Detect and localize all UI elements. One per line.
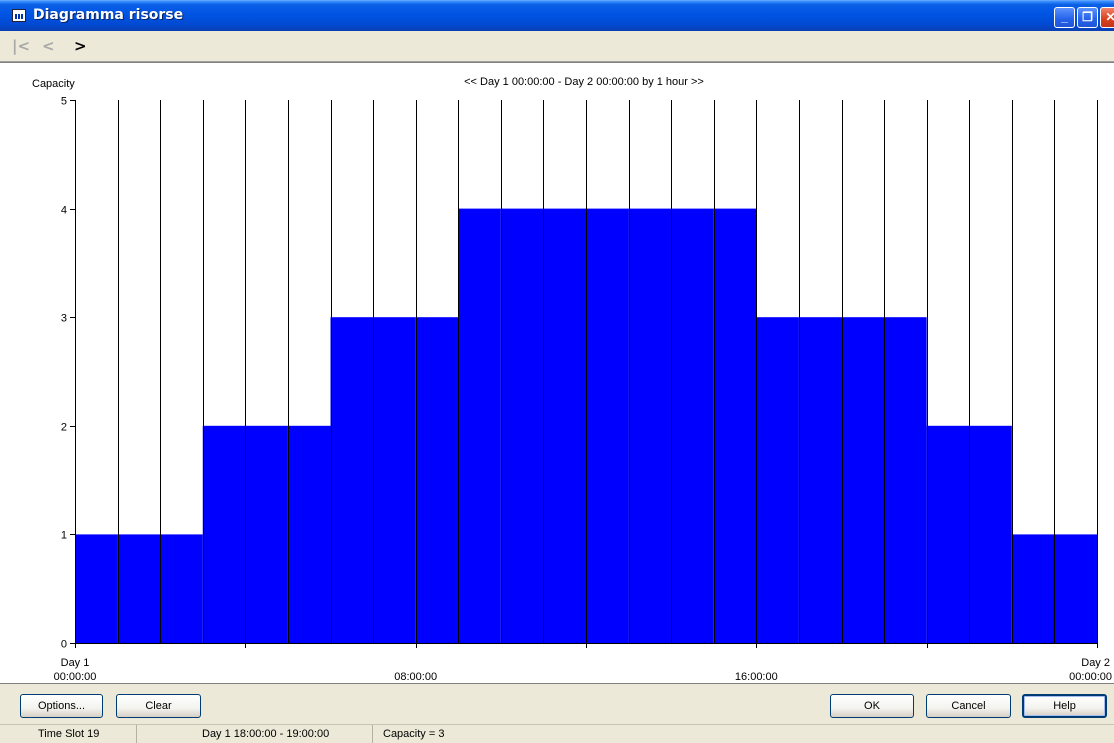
capacity-bar-23[interactable] bbox=[1054, 534, 1097, 643]
minimize-icon[interactable]: _ bbox=[1054, 7, 1075, 28]
y-tick-label: 5 bbox=[61, 96, 67, 108]
capacity-bar-19[interactable] bbox=[884, 317, 927, 643]
capacity-bar-13[interactable] bbox=[628, 208, 672, 643]
status-time-range: Day 1 18:00:00 - 19:00:00 bbox=[202, 728, 330, 740]
capacity-bar-11[interactable] bbox=[543, 208, 586, 643]
y-axis-label: Capacity bbox=[32, 78, 75, 90]
nav-toolbar: |< < > bbox=[0, 31, 1114, 59]
status-capacity: Capacity = 3 bbox=[383, 728, 445, 740]
capacity-bar-03[interactable] bbox=[202, 425, 246, 643]
cancel-button[interactable]: Cancel bbox=[926, 694, 1011, 718]
capacity-bar-12[interactable] bbox=[586, 208, 629, 643]
x-tick-label-time: 00:00:00 bbox=[54, 671, 97, 683]
y-tick-label: 2 bbox=[61, 422, 67, 434]
ok-button[interactable]: OK bbox=[830, 694, 914, 718]
title-bar[interactable]: Diagramma risorse _ ❐ ✕ bbox=[0, 0, 1114, 31]
capacity-bar-05[interactable] bbox=[287, 425, 331, 643]
status-range-cell: Day 1 18:00:00 - 19:00:00 bbox=[137, 725, 373, 743]
capacity-bar-16[interactable] bbox=[756, 317, 799, 643]
capacity-bar-08[interactable] bbox=[415, 317, 459, 643]
capacity-bar-18[interactable] bbox=[841, 317, 885, 643]
x-tick-label-day: Day 2 bbox=[1081, 657, 1110, 669]
capacity-bar-00[interactable] bbox=[75, 534, 118, 643]
capacity-bar-15[interactable] bbox=[713, 208, 757, 643]
status-bar: Time Slot 19 Day 1 18:00:00 - 19:00:00 C… bbox=[0, 724, 1114, 743]
help-button[interactable]: Help bbox=[1022, 694, 1107, 718]
capacity-bar-04[interactable] bbox=[245, 425, 288, 643]
y-tick-label: 3 bbox=[61, 313, 67, 325]
capacity-bar-21[interactable] bbox=[969, 425, 1012, 643]
y-tick-label: 0 bbox=[61, 639, 67, 651]
capacity-bar-06[interactable] bbox=[330, 317, 374, 643]
capacity-bar-14[interactable] bbox=[671, 208, 714, 643]
y-tick-label: 1 bbox=[61, 530, 67, 542]
restore-icon[interactable]: ❐ bbox=[1077, 7, 1098, 28]
status-capacity-cell: Capacity = 3 bbox=[373, 725, 1114, 743]
capacity-bar-22[interactable] bbox=[1011, 534, 1055, 643]
y-tick-label: 4 bbox=[61, 205, 67, 217]
first-page-button[interactable]: |< bbox=[12, 37, 31, 55]
status-slot-cell: Time Slot 19 bbox=[0, 725, 137, 743]
status-time-slot: Time Slot 19 bbox=[38, 728, 100, 740]
toolbar-divider bbox=[0, 61, 1114, 62]
capacity-bar-17[interactable] bbox=[798, 317, 842, 643]
capacity-chart[interactable]: Capacity << Day 1 00:00:00 - Day 2 00:00… bbox=[0, 63, 1114, 683]
clear-button[interactable]: Clear bbox=[116, 694, 201, 718]
x-tick-label-time: 00:00:00 bbox=[1069, 671, 1112, 683]
window-title: Diagramma risorse bbox=[33, 7, 184, 23]
next-page-button[interactable]: > bbox=[74, 37, 87, 55]
previous-page-button[interactable]: < bbox=[42, 37, 55, 55]
chart-range-header[interactable]: << Day 1 00:00:00 - Day 2 00:00:00 by 1 … bbox=[464, 76, 704, 88]
close-icon[interactable]: ✕ bbox=[1100, 7, 1114, 28]
options-button[interactable]: Options... bbox=[20, 694, 103, 718]
capacity-bar-10[interactable] bbox=[500, 208, 544, 643]
capacity-bar-20[interactable] bbox=[926, 425, 970, 643]
capacity-bar-01[interactable] bbox=[117, 534, 161, 643]
capacity-bar-09[interactable] bbox=[458, 208, 501, 643]
capacity-bar-07[interactable] bbox=[373, 317, 416, 643]
x-tick-label-time: 16:00:00 bbox=[735, 671, 778, 683]
capacity-bar-02[interactable] bbox=[160, 534, 203, 643]
x-tick-label-day: Day 1 bbox=[61, 657, 90, 669]
chart-window-icon bbox=[12, 9, 26, 22]
x-tick-label-time: 08:00:00 bbox=[394, 671, 437, 683]
chart-panel[interactable]: Capacity << Day 1 00:00:00 - Day 2 00:00… bbox=[0, 62, 1114, 684]
